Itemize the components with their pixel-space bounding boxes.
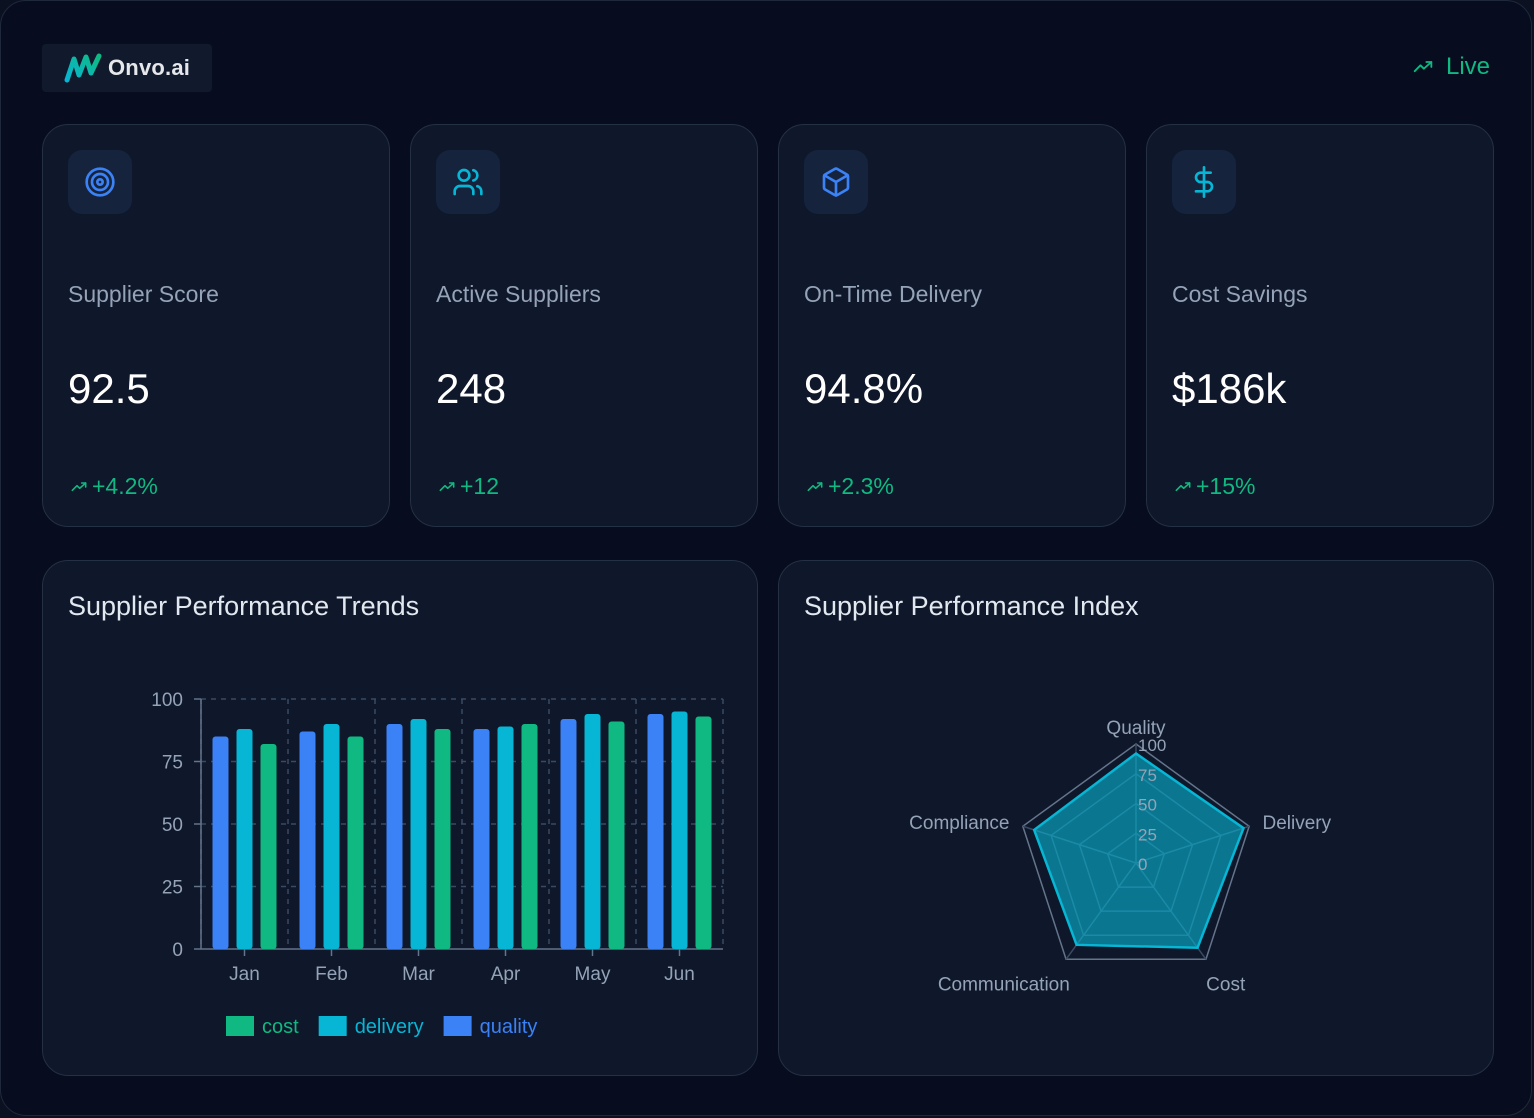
bar-quality: [386, 724, 403, 949]
index-title: Supplier Performance Index: [804, 591, 1139, 621]
brand-logo[interactable]: Onvo.ai: [42, 44, 212, 92]
stat-change: +12: [436, 473, 499, 500]
stat-change: +2.3%: [804, 473, 894, 500]
trending-up-icon: [439, 481, 455, 491]
trending-up-icon: [1175, 481, 1191, 491]
dollar-icon: [1194, 166, 1214, 198]
stat-change: +4.2%: [68, 473, 158, 500]
stat-change: +15%: [1172, 473, 1255, 500]
stat-card-supplier-score[interactable]: Supplier Score 92.5 +4.2%: [42, 124, 390, 527]
radar-axis-label: Delivery: [1262, 813, 1331, 834]
bar-delivery: [236, 729, 253, 949]
trends-title: Supplier Performance Trends: [68, 591, 420, 621]
x-tick-label: Apr: [491, 964, 521, 985]
x-tick-label: Mar: [402, 964, 435, 985]
trending-up-icon: [807, 481, 823, 491]
stat-card-on-time-delivery[interactable]: On-Time Delivery 94.8% +2.3%: [778, 124, 1126, 527]
bar-quality: [212, 736, 229, 949]
bar-delivery: [323, 724, 340, 949]
live-label: Live: [1445, 53, 1490, 80]
stat-label: Active Suppliers: [436, 281, 601, 307]
radar-axis-label: Communication: [938, 975, 1070, 996]
radar-axis-label: Quality: [1106, 718, 1166, 739]
radar-tick-label: 50: [1138, 796, 1157, 815]
target-icon: [85, 167, 115, 197]
stat-value: $186k: [1172, 365, 1287, 412]
y-tick-label: 50: [162, 815, 183, 836]
trending-up-icon: [1413, 61, 1433, 73]
stat-label: On-Time Delivery: [804, 281, 983, 307]
radar-tick-label: 25: [1138, 825, 1157, 844]
x-tick-label: Jan: [229, 964, 260, 985]
stat-icon-box: [436, 150, 500, 214]
index-panel: Supplier Performance Index 0 25 50 75 100 Qua…: [778, 560, 1494, 1076]
stat-value: 94.8%: [804, 365, 924, 412]
radar-tick-label: 0: [1138, 855, 1147, 874]
stat-icon-box: [68, 150, 132, 214]
x-tick-label: Feb: [315, 964, 348, 985]
stat-icon-box: [804, 150, 868, 214]
radar-ring: [1021, 743, 1251, 961]
legend-label-delivery: delivery: [355, 1016, 424, 1038]
legend-label-cost: cost: [262, 1016, 299, 1038]
y-tick-label: 100: [151, 690, 183, 711]
y-tick-label: 25: [162, 878, 183, 899]
stat-label: Cost Savings: [1172, 281, 1308, 307]
bar-quality: [647, 714, 664, 949]
bar-quality: [299, 731, 316, 949]
bar-delivery: [410, 719, 427, 949]
bar-cost: [608, 721, 625, 949]
radar-tick-label: 100: [1138, 736, 1166, 755]
stat-label: Supplier Score: [68, 281, 219, 307]
bar-cost: [434, 729, 451, 949]
legend-swatch-delivery: [318, 1016, 347, 1036]
stat-icon-box: [1172, 150, 1236, 214]
radar-axis-label: Compliance: [909, 813, 1009, 834]
radar-tick-label: 75: [1138, 766, 1157, 785]
radar-axis-label: Cost: [1206, 975, 1246, 996]
stat-change-value: +4.2%: [92, 473, 158, 499]
bar-cost: [347, 736, 364, 949]
trends-panel: Supplier Performance Trends 0 25 50 75 100 Ja…: [42, 560, 758, 1076]
stat-card-active-suppliers[interactable]: Active Suppliers 248 +12: [410, 124, 758, 527]
package-icon: [822, 167, 850, 197]
radar-series-area: [1032, 751, 1246, 949]
onvo-logo-icon: [64, 53, 102, 83]
legend-swatch-quality: [443, 1016, 472, 1036]
stat-value: 92.5: [68, 365, 150, 412]
trends-bar-chart: 0 25 50 75 100 Jan Feb Mar Apr May Jun cost delivery…: [151, 690, 724, 1038]
stat-change-value: +15%: [1196, 473, 1256, 499]
stat-change-value: +12: [460, 473, 500, 499]
bar-cost: [521, 724, 538, 949]
bar-delivery: [584, 714, 601, 949]
brand-name: Onvo.ai: [108, 55, 191, 80]
x-tick-label: May: [575, 964, 611, 985]
stat-card-cost-savings[interactable]: Cost Savings $186k +15%: [1146, 124, 1494, 527]
live-indicator[interactable]: Live: [1410, 53, 1490, 81]
y-tick-label: 75: [162, 753, 183, 774]
stat-value: 248: [436, 365, 507, 412]
bar-quality: [560, 719, 577, 949]
trending-up-icon: [71, 481, 87, 491]
y-tick-label: 0: [172, 940, 183, 961]
x-tick-label: Jun: [664, 964, 695, 985]
bar-delivery: [497, 726, 514, 949]
bar-cost: [260, 744, 277, 949]
users-icon: [453, 168, 483, 196]
bar-delivery: [671, 711, 688, 949]
stat-change-value: +2.3%: [828, 473, 894, 499]
legend-swatch-cost: [226, 1016, 254, 1036]
legend-label-quality: quality: [480, 1016, 538, 1038]
bar-cost: [695, 716, 712, 949]
bar-quality: [473, 729, 490, 949]
